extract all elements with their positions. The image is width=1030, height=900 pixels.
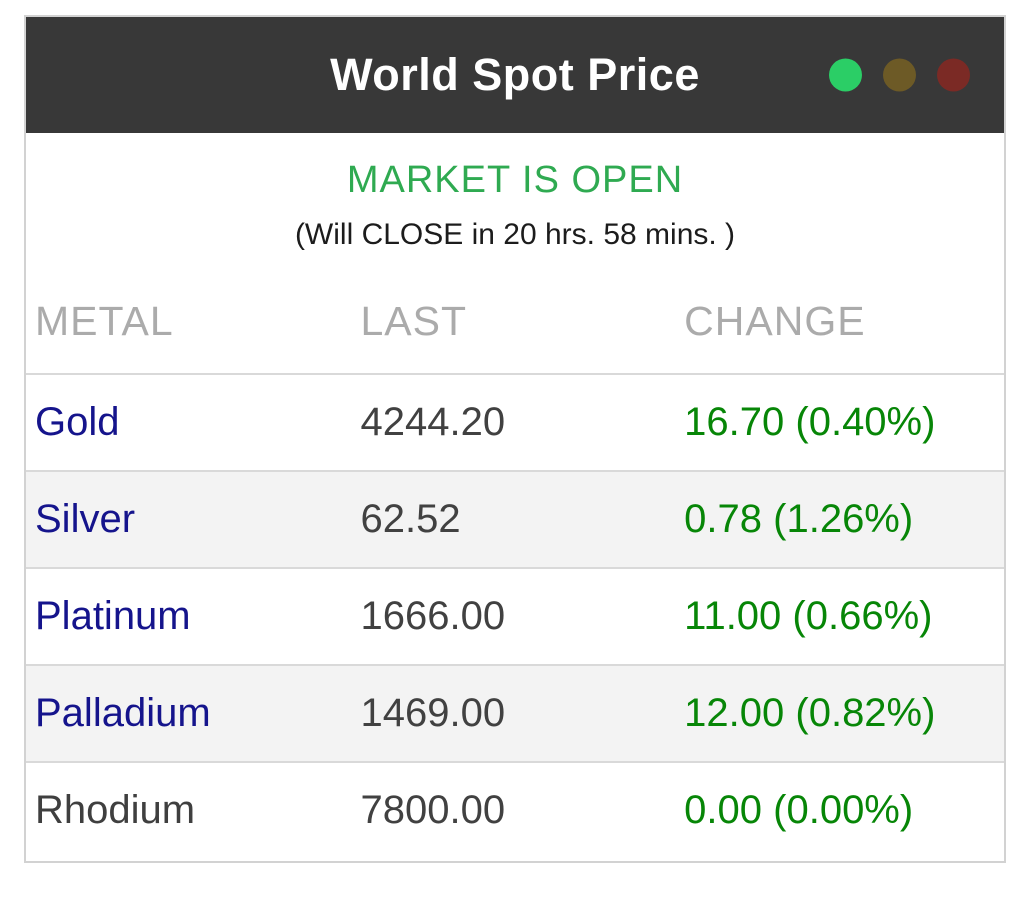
last-price: 1469.00 [360, 691, 506, 735]
window-controls [829, 58, 970, 92]
metal-name[interactable]: Gold [35, 400, 120, 444]
market-close-countdown: (Will CLOSE in 20 hrs. 58 mins. ) [294, 218, 736, 251]
column-header-change: CHANGE [684, 298, 866, 344]
column-header-last: LAST [360, 298, 468, 344]
market-state-text: MARKET IS OPEN [346, 159, 684, 201]
table-row: Rhodium 7800.00 0.00 (0.00%) [26, 761, 1004, 858]
change-value: 0.78 (1.26%) [684, 497, 914, 541]
last-price: 4244.20 [360, 400, 506, 444]
yellow-dot[interactable] [883, 58, 916, 92]
last-price: 1666.00 [360, 594, 506, 638]
metal-name[interactable]: Silver [35, 497, 136, 541]
green-dot[interactable] [829, 58, 862, 92]
last-price: 7800.00 [360, 788, 506, 832]
red-dot[interactable] [937, 58, 970, 92]
table-header-row: METAL LAST CHANGE [26, 252, 1004, 373]
change-value: 0.00 (0.00%) [684, 788, 914, 832]
change-value: 16.70 (0.40%) [684, 400, 936, 444]
table-row: Palladium 1469.00 12.00 (0.82%) [26, 664, 1004, 761]
table-row: Gold 4244.20 16.70 (0.40%) [26, 373, 1004, 470]
window-title: World Spot Price [330, 49, 700, 100]
table-row: Silver 62.52 0.78 (1.26%) [26, 470, 1004, 567]
spot-price-widget: World Spot Price MARKET IS OPEN (Will CL… [24, 15, 1006, 863]
metal-name[interactable]: Platinum [35, 594, 191, 638]
price-table-body: Gold 4244.20 16.70 (0.40%) Silver 62.52 0.78 … [26, 373, 1004, 858]
table-row: Platinum 1666.00 11.00 (0.66%) [26, 567, 1004, 664]
title-bar: World Spot Price [26, 17, 1004, 133]
metal-name[interactable]: Palladium [35, 691, 211, 735]
change-value: 12.00 (0.82%) [684, 691, 936, 735]
metal-name: Rhodium [35, 788, 196, 832]
last-price: 62.52 [360, 497, 461, 541]
column-header-metal: METAL [35, 298, 174, 344]
change-value: 11.00 (0.66%) [684, 594, 933, 638]
market-status-section: MARKET IS OPEN (Will CLOSE in 20 hrs. 58… [26, 133, 1004, 252]
